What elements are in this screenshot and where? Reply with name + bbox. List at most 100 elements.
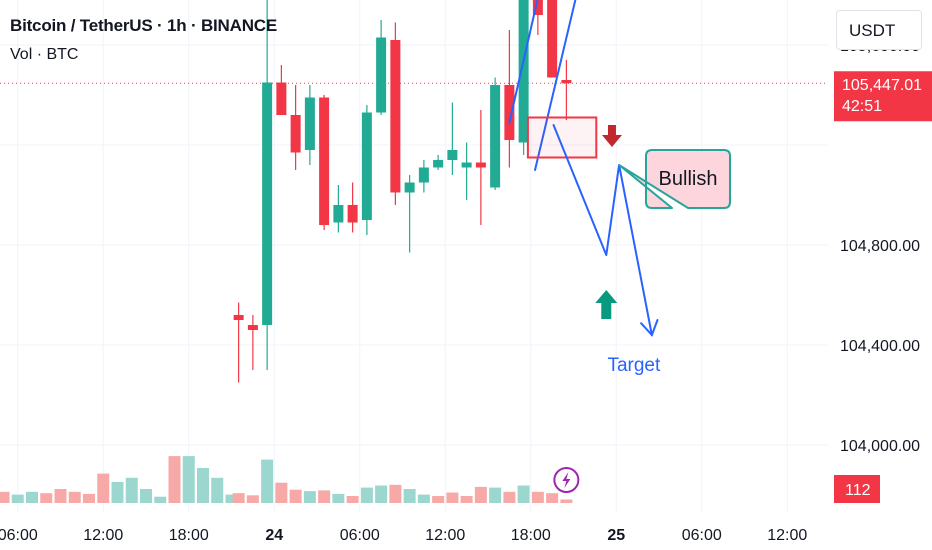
candle[interactable]	[361, 105, 372, 235]
volume-bar	[446, 492, 459, 503]
candle-body	[347, 205, 358, 223]
time-axis: 06:00 12:00 18:00 24 06:00 12:00 18:00 25 06:00 1…	[0, 527, 807, 544]
candle[interactable]	[304, 85, 315, 165]
candlesticks	[233, 0, 572, 383]
volume-bar	[0, 491, 10, 503]
last-price-value: 105,447.01	[842, 77, 922, 94]
price-tick-label: 104,800.00	[840, 238, 920, 255]
volume-bar	[182, 456, 195, 503]
bullish-label: Bullish	[659, 168, 718, 190]
volume-bar	[489, 487, 502, 503]
candle[interactable]	[547, 0, 558, 78]
time-tick-label: 12:00	[83, 527, 123, 544]
candle-body	[390, 40, 401, 193]
candle-body	[490, 85, 501, 188]
candle[interactable]	[461, 142, 472, 201]
volume-indicator-label[interactable]: Vol · BTC	[10, 46, 79, 63]
candle[interactable]	[561, 60, 572, 120]
candle[interactable]	[447, 102, 458, 176]
candle-body	[404, 182, 415, 193]
volume-bar	[197, 468, 209, 503]
candle-body	[262, 82, 273, 325]
chart-header: Bitcoin / TetherUS · 1h · BINANCE Vol · …	[10, 16, 277, 64]
candle[interactable]	[490, 77, 501, 191]
candle-body	[418, 167, 429, 183]
volume-bar	[225, 494, 238, 503]
candle[interactable]	[418, 160, 429, 193]
time-tick-label: 18:00	[169, 527, 209, 544]
volume-bar	[389, 484, 402, 503]
time-tick-label: 24	[265, 527, 283, 544]
candle-body	[447, 150, 458, 160]
resistance-zone[interactable]	[526, 116, 598, 159]
candle[interactable]	[347, 182, 358, 233]
channel-upper-line[interactable]	[508, 0, 587, 124]
volume-bar	[246, 495, 259, 503]
last-price-tag[interactable]	[834, 71, 932, 122]
candle[interactable]	[518, 0, 529, 155]
candle[interactable]	[319, 95, 330, 230]
volume-bar	[360, 487, 373, 503]
price-tick-label: 104,400.00	[840, 338, 920, 355]
candle-body	[475, 162, 486, 168]
candle-body	[247, 325, 258, 330]
candle-body	[433, 160, 444, 168]
volume-bar	[125, 477, 138, 503]
volume-bar	[154, 496, 167, 503]
volume-bar	[211, 477, 224, 503]
volume-bar	[303, 491, 316, 503]
volume-bar	[332, 493, 345, 503]
down-arrow-icon[interactable]	[601, 125, 622, 147]
candle[interactable]	[504, 30, 515, 168]
candle[interactable]	[532, 0, 543, 35]
candle[interactable]	[290, 85, 301, 170]
candle-body	[233, 315, 244, 320]
volume-bar	[83, 493, 95, 503]
symbol-title[interactable]: Bitcoin / TetherUS · 1h · BINANCE	[10, 16, 277, 35]
channel-lower-line[interactable]	[534, 0, 616, 171]
candle[interactable]	[404, 175, 415, 253]
candle-body	[518, 0, 529, 143]
volume-bar	[26, 491, 38, 503]
time-tick-label: 06:00	[0, 527, 38, 544]
volume-bars	[0, 456, 573, 503]
bullish-callout[interactable]	[618, 149, 731, 209]
candle[interactable]	[390, 22, 401, 206]
candle[interactable]	[233, 302, 244, 383]
candle[interactable]	[475, 110, 486, 225]
candle-body	[290, 115, 301, 153]
volume-bar	[68, 491, 81, 503]
candle[interactable]	[376, 20, 387, 115]
price-axis: 104,000.00104,400.00104,800.00105,600.00…	[840, 38, 920, 455]
volume-bar	[531, 491, 544, 503]
grid	[0, 0, 828, 512]
volume-bar	[375, 485, 388, 503]
time-tick-label: 06:00	[340, 527, 380, 544]
volume-bar	[289, 489, 302, 503]
candle[interactable]	[333, 185, 344, 233]
currency-selector[interactable]: USDT	[836, 10, 922, 50]
candle[interactable]	[276, 65, 287, 115]
drawings: Target Bullish	[508, 0, 731, 493]
candle-body	[276, 82, 287, 115]
volume-bar	[503, 491, 516, 503]
candle[interactable]	[433, 155, 444, 170]
volume-bar	[460, 496, 473, 503]
candle-body	[304, 97, 315, 150]
bar-countdown: 42:51	[842, 98, 882, 115]
candle-body	[532, 0, 543, 15]
volume-bar	[275, 482, 288, 503]
candle[interactable]	[262, 0, 273, 370]
volume-bar	[560, 499, 573, 503]
candle[interactable]	[247, 315, 258, 370]
lightning-icon	[562, 472, 571, 488]
volume-bar	[54, 489, 67, 503]
volume-tag[interactable]	[834, 475, 880, 503]
volume-value: 112	[845, 482, 871, 499]
target-label[interactable]: Target	[607, 355, 661, 376]
candle-body	[561, 80, 572, 84]
projection-path[interactable]	[552, 124, 653, 336]
projection-arrowhead	[640, 319, 659, 337]
up-arrow-icon[interactable]	[595, 290, 618, 319]
